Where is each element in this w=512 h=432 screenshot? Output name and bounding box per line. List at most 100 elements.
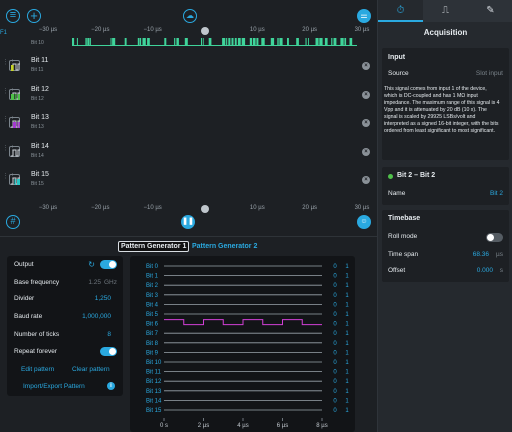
tab-acquisition[interactable]: ⏱: [378, 0, 423, 22]
timebase-section: Timebase Roll mode Time span 68.36 µs Of…: [382, 210, 509, 282]
axis-tick-label: −30 µs: [38, 27, 58, 33]
x-tick-label: 6 µs: [277, 423, 288, 429]
name-label: Name: [388, 190, 406, 197]
ticks-input[interactable]: 8: [107, 331, 111, 338]
digital-signal-icon: [9, 145, 20, 157]
repeat-row: Repeat forever: [14, 347, 117, 357]
low-value-label: 0: [333, 370, 337, 376]
tab-pattern-generator-2[interactable]: Pattern Generator 2: [192, 243, 258, 250]
tab-pattern-generator-1[interactable]: Pattern Generator 1: [118, 241, 190, 252]
step-icon: ⎍: [442, 5, 449, 16]
time-axis-bottom: −30 µs −20 µs −10 µs 10 µs 20 µs 30 µs: [38, 205, 372, 217]
time-cursor-dot[interactable]: [201, 27, 209, 35]
add-icon[interactable]: +: [27, 9, 41, 23]
source-value[interactable]: Slot input: [475, 70, 503, 77]
signal-row[interactable]: ⋮⋮ Bit 11 Bit 11 ×: [0, 52, 377, 81]
signal-row[interactable]: ⋮⋮ Bit 15 Bit 15 ×: [0, 166, 377, 195]
source-row: Source Slot input: [388, 70, 503, 80]
menu-icon[interactable]: ≡: [6, 9, 20, 23]
pause-icon[interactable]: ❚❚: [181, 215, 195, 229]
signal-row[interactable]: ⋮⋮ Bit 13 Bit 13 ×: [0, 109, 377, 138]
signal-sub-label: Bit 15: [31, 181, 44, 188]
high-value-label: 1: [345, 274, 349, 280]
high-value-label: 1: [345, 264, 349, 270]
bit-label: Bit 15: [146, 408, 162, 414]
input-section: Input Source Slot input: [382, 48, 509, 160]
close-icon[interactable]: ×: [362, 147, 370, 156]
drag-handle-icon[interactable]: ⋮⋮: [2, 87, 16, 95]
import-export-button[interactable]: Import/Export Pattern: [23, 383, 85, 390]
waveform: [72, 83, 357, 107]
bit-label: Bit 6: [146, 322, 159, 328]
low-value-label: 0: [333, 331, 337, 337]
offset-input[interactable]: 0.000: [476, 267, 493, 274]
close-icon[interactable]: ×: [362, 176, 370, 185]
signal-sub-label: Bit 14: [31, 152, 44, 159]
close-icon[interactable]: ×: [362, 62, 370, 70]
settings-sliders-icon[interactable]: ⚌: [357, 9, 371, 23]
tab-step[interactable]: ⎍: [423, 0, 468, 22]
roll-mode-toggle[interactable]: [486, 233, 503, 242]
divider-row: Divider 1,250: [14, 294, 117, 304]
source-label: Source: [388, 70, 409, 77]
timebase-heading: Timebase: [388, 215, 421, 222]
group-section: Bit 2 – Bit 2 Name Bit 2: [382, 167, 509, 205]
divider-input[interactable]: 1,250: [94, 295, 111, 302]
low-value-label: 0: [333, 379, 337, 385]
repeat-toggle[interactable]: [100, 347, 117, 356]
high-value-label: 1: [345, 389, 349, 395]
x-tick-label: 8 µs: [316, 423, 327, 429]
roll-mode-row: Roll mode: [388, 233, 503, 243]
waveform: [72, 111, 357, 135]
waveform: [72, 168, 357, 192]
signal-row[interactable]: ⋮⋮ Bit 12 Bit 12 ×: [0, 81, 377, 110]
close-icon[interactable]: ×: [362, 119, 370, 128]
signal-name: Bit 12: [31, 85, 49, 93]
name-input[interactable]: Bit 2: [489, 190, 503, 197]
cloud-icon[interactable]: ☁: [183, 9, 197, 23]
bit-label: Bit 12: [146, 379, 162, 385]
pattern-chart[interactable]: Bit 0 0 1 Bit 1 0 1 Bit 2 0 1 Bit 3 0 1 Bit 4 0 1 Bit 5…: [130, 256, 355, 432]
drag-handle-icon[interactable]: ⋮⋮: [2, 144, 16, 152]
panel-tabs: ⏱ ⎍ ✎: [378, 0, 512, 22]
info-icon[interactable]: i: [107, 382, 115, 390]
ticks-row: Number of ticks 8: [14, 330, 117, 340]
digital-signal-icon: [9, 88, 20, 100]
waveform: [72, 54, 357, 78]
robot-icon[interactable]: ☺: [357, 215, 371, 229]
offset-row: Offset 0.000 s: [388, 267, 503, 277]
high-value-label: 1: [345, 293, 349, 299]
signal-name: Bit 14: [31, 142, 49, 150]
signal-row-partial[interactable]: Bit 10 ×: [0, 38, 377, 48]
group-color-dot: [388, 174, 393, 179]
refresh-icon[interactable]: ↻: [88, 260, 95, 269]
axis-tick-label: 30 µs: [354, 205, 370, 211]
axis-tick-label: −10 µs: [143, 27, 162, 33]
axis-tick-label: 20 µs: [302, 27, 318, 33]
signal-sub-label: Bit 11: [31, 67, 44, 73]
bit-label: Bit 7: [146, 331, 159, 337]
grid-icon[interactable]: #: [6, 215, 20, 229]
input-description: This signal comes from input 1 of the de…: [384, 86, 500, 134]
signal-row[interactable]: ⋮⋮ Bit 14 Bit 14 ×: [0, 138, 377, 167]
baud-rate-input[interactable]: 1,000,000: [82, 313, 111, 320]
output-toggle[interactable]: [100, 260, 117, 269]
tab-edit[interactable]: ✎: [468, 0, 512, 22]
axis-tick-label: −30 µs: [38, 205, 58, 211]
low-value-label: 0: [333, 274, 337, 280]
close-icon[interactable]: ×: [362, 90, 370, 99]
input-heading: Input: [388, 54, 406, 61]
bit-label: Bit 14: [146, 398, 162, 404]
clear-pattern-button[interactable]: Clear pattern: [72, 366, 110, 373]
drag-handle-icon[interactable]: ⋮⋮: [2, 59, 16, 66]
high-value-label: 1: [345, 370, 349, 376]
divider: [0, 236, 377, 237]
high-value-label: 1: [345, 312, 349, 318]
time-cursor-dot[interactable]: [201, 205, 209, 213]
high-value-label: 1: [345, 322, 349, 328]
edit-pattern-button[interactable]: Edit pattern: [21, 366, 55, 373]
time-span-input[interactable]: 68.36: [472, 251, 489, 258]
drag-handle-icon[interactable]: ⋮⋮: [2, 173, 16, 181]
drag-handle-icon[interactable]: ⋮⋮: [2, 116, 16, 124]
name-row: Name Bit 2: [388, 190, 503, 200]
